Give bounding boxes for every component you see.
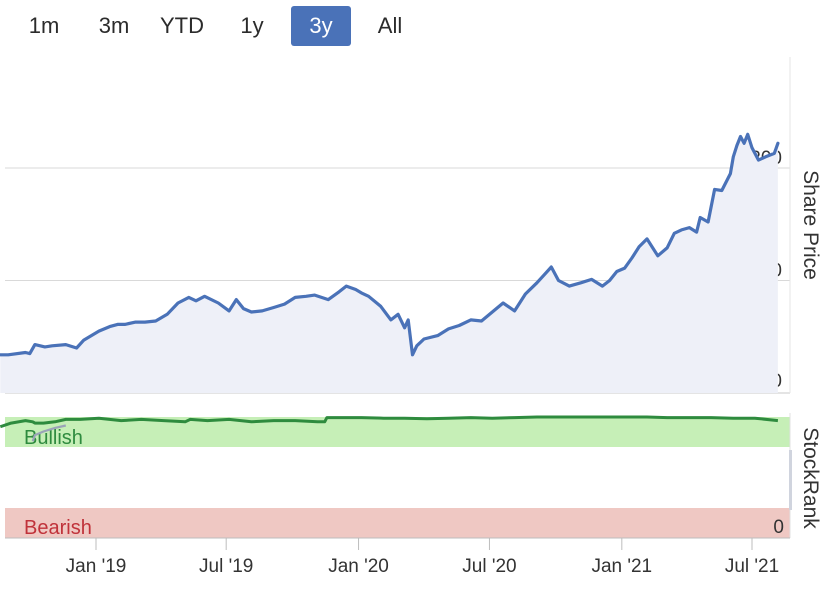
share-price-line bbox=[0, 132, 780, 357]
rank-y-tick-label: 0 bbox=[773, 517, 784, 538]
bullish-band bbox=[5, 417, 790, 447]
bearish-label: Bearish bbox=[24, 517, 92, 539]
x-tick-label: Jul '19 bbox=[199, 556, 253, 577]
stockrank-line bbox=[0, 415, 779, 429]
rank-scroll-handle bbox=[789, 450, 792, 510]
range-button-3m[interactable]: 3m bbox=[98, 13, 130, 38]
share-price-area bbox=[0, 134, 778, 394]
range-button-all[interactable]: All bbox=[377, 13, 403, 38]
x-tick-label: Jul '20 bbox=[462, 556, 516, 577]
range-button-1m[interactable]: 1m bbox=[28, 13, 60, 38]
range-button-ytd[interactable]: YTD bbox=[160, 13, 204, 38]
x-tick-label: Jul '21 bbox=[725, 556, 779, 577]
bearish-band bbox=[5, 508, 790, 538]
x-tick-label: Jan '20 bbox=[328, 556, 389, 577]
range-button-1y[interactable]: 1y bbox=[240, 13, 264, 38]
share-price-axis-title: Share Price bbox=[799, 170, 822, 280]
stockrank-axis-title: StockRank bbox=[799, 427, 822, 529]
range-selector: 1m 3m YTD 1y 3y All bbox=[0, 0, 838, 52]
x-tick-label: Jan '19 bbox=[66, 556, 127, 577]
stockrank-history-line bbox=[31, 424, 67, 442]
x-tick-label: Jan '21 bbox=[591, 556, 652, 577]
range-button-3y[interactable]: 3y bbox=[291, 6, 351, 46]
